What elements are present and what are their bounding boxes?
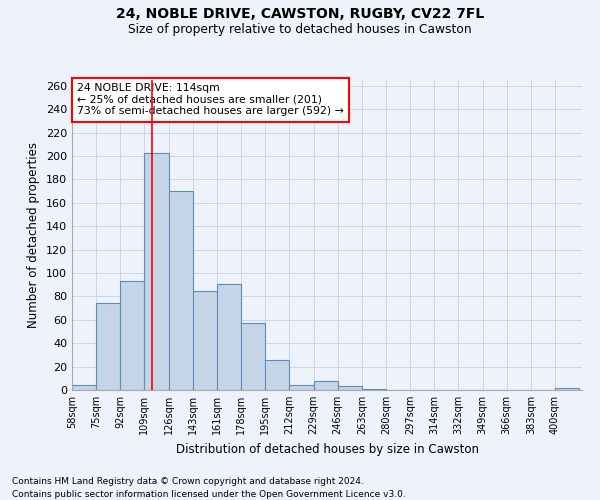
Text: 24 NOBLE DRIVE: 114sqm
← 25% of detached houses are smaller (201)
73% of semi-de: 24 NOBLE DRIVE: 114sqm ← 25% of detached… <box>77 83 344 116</box>
Bar <box>169 191 193 390</box>
Text: 24, NOBLE DRIVE, CAWSTON, RUGBY, CV22 7FL: 24, NOBLE DRIVE, CAWSTON, RUGBY, CV22 7F… <box>116 8 484 22</box>
Bar <box>121 281 145 390</box>
Text: Distribution of detached houses by size in Cawston: Distribution of detached houses by size … <box>176 442 479 456</box>
Bar <box>338 386 362 390</box>
Bar <box>72 386 96 390</box>
Bar <box>314 380 338 390</box>
Bar <box>193 290 217 390</box>
Bar <box>241 324 265 390</box>
Y-axis label: Number of detached properties: Number of detached properties <box>28 142 40 328</box>
Bar <box>145 152 169 390</box>
Text: Contains HM Land Registry data © Crown copyright and database right 2024.: Contains HM Land Registry data © Crown c… <box>12 478 364 486</box>
Bar <box>289 386 314 390</box>
Text: Contains public sector information licensed under the Open Government Licence v3: Contains public sector information licen… <box>12 490 406 499</box>
Bar <box>96 304 121 390</box>
Text: Size of property relative to detached houses in Cawston: Size of property relative to detached ho… <box>128 22 472 36</box>
Bar <box>555 388 579 390</box>
Bar <box>217 284 241 390</box>
Bar <box>362 389 386 390</box>
Bar <box>265 360 289 390</box>
